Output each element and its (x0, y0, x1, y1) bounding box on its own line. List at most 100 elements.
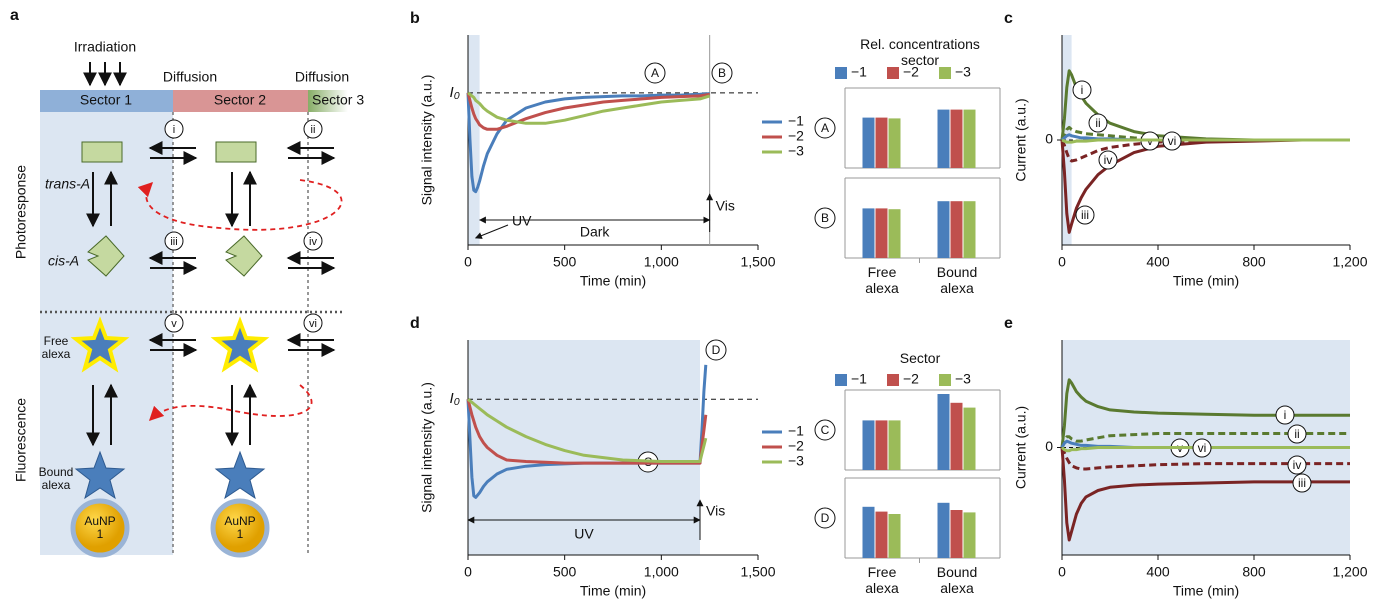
bar (862, 506, 875, 558)
x-tick-label: 500 (553, 564, 577, 580)
panel-marker: C (821, 423, 830, 437)
bar (950, 109, 963, 168)
bar (937, 109, 950, 168)
alexa-stars (70, 316, 270, 500)
legend-label: −2 (788, 438, 804, 454)
series-line (1061, 138, 1350, 144)
x-tick-label: 0 (464, 564, 472, 580)
conversion-arrows (86, 170, 257, 447)
marker-label: A (651, 66, 659, 80)
x-tick-label: 800 (1242, 254, 1266, 270)
species-label: trans-A (45, 176, 90, 192)
series-label-circle (1287, 455, 1307, 475)
legend-label: −1 (851, 371, 867, 387)
series-label-circle (1287, 424, 1307, 444)
legend-label: −1 (788, 113, 804, 129)
y-axis-title: Signal intensity (a.u.) (419, 382, 435, 513)
legend-title: Rel. concentrations sector (860, 36, 980, 68)
marker-label-circle (705, 339, 727, 361)
series-label-circle (1292, 473, 1312, 493)
marker-label-circle (644, 62, 666, 84)
y-axis-title: Signal intensity (a.u.) (419, 75, 435, 206)
series-label-circle (1098, 150, 1118, 170)
legend-swatch (887, 374, 899, 386)
series-line (1060, 447, 1350, 542)
legend-label: −2 (903, 64, 919, 80)
x-tick-label: 500 (553, 254, 577, 270)
legend-swatch (939, 67, 951, 79)
legend-label: −2 (903, 371, 919, 387)
marker-label: D (712, 343, 721, 357)
series-line (1061, 446, 1350, 453)
panel-label: d (410, 315, 420, 332)
process-label: ii (311, 124, 316, 136)
series-line (466, 92, 710, 194)
x-tick-label: 1,200 (1332, 254, 1367, 270)
process-label: vi (309, 318, 317, 330)
exchange-arrows (148, 141, 336, 357)
species-label: cis-A (48, 253, 79, 269)
legend-label: −3 (955, 371, 971, 387)
series-line (1060, 378, 1350, 448)
x-tick-label: Free alexa (865, 564, 899, 596)
bar (862, 420, 875, 470)
series-label: i (1081, 83, 1084, 97)
x-tick-label: 0 (464, 254, 472, 270)
sector-bar (308, 90, 348, 112)
x-tick-label: 0 (1058, 564, 1066, 580)
series-label: iii (1298, 476, 1306, 490)
bar (950, 201, 963, 258)
legend-swatch (887, 67, 899, 79)
process-circles (164, 119, 323, 333)
uv-label: UV (512, 213, 532, 229)
nanoparticles (70, 498, 270, 558)
bar (888, 420, 901, 470)
bar (888, 118, 901, 168)
series-label: vi (1198, 441, 1207, 455)
x-axis-title: Time (min) (580, 583, 646, 599)
series-line (467, 398, 708, 463)
x-tick-label: 400 (1146, 254, 1170, 270)
series-line (1060, 69, 1350, 142)
nanoparticle-label: AuNP 1 (224, 514, 256, 541)
bar (963, 109, 976, 168)
bar (862, 117, 875, 168)
x-tick-label: 1,500 (740, 564, 775, 580)
bar (888, 514, 901, 558)
series-label-circle (1192, 438, 1212, 458)
series-label: vi (1168, 134, 1177, 148)
legend-label: −1 (788, 423, 804, 439)
process-labels: i ii iii iv v vi (170, 124, 317, 330)
diffusion-label: Diffusion (295, 69, 349, 85)
legend-swatch (835, 374, 847, 386)
reference-label: I₀ (450, 390, 461, 407)
series-label-circle (1162, 131, 1182, 151)
bar (937, 201, 950, 258)
legend-label: −3 (788, 143, 804, 159)
marker-label: B (718, 66, 726, 80)
reference-label: I₀ (450, 84, 461, 101)
diffusion-arcs (137, 179, 343, 422)
bar (875, 511, 888, 558)
y-axis-title: Current (a.u.) (1013, 98, 1029, 181)
process-label: iii (170, 236, 177, 248)
uv-arrow (474, 224, 509, 239)
y-axis-title: Current (a.u.) (1013, 406, 1029, 489)
series-line (1060, 432, 1350, 449)
dark-label: Dark (580, 224, 611, 240)
bar (950, 402, 963, 470)
x-axis-title: Time (min) (1173, 273, 1239, 289)
sector-bar (173, 90, 308, 112)
diffusion-label: Diffusion (163, 69, 217, 85)
x-tick-label: Bound alexa (936, 264, 978, 296)
sector-label: Sector 2 (214, 92, 266, 108)
panel-label: a (10, 7, 19, 24)
shaded-region (468, 35, 480, 245)
bar (875, 117, 888, 168)
bar (963, 512, 976, 558)
legend-label: −2 (788, 128, 804, 144)
legend-title: Sector (899, 350, 941, 366)
species-label: Free alexa (41, 334, 71, 361)
shaded-region (1062, 35, 1072, 245)
